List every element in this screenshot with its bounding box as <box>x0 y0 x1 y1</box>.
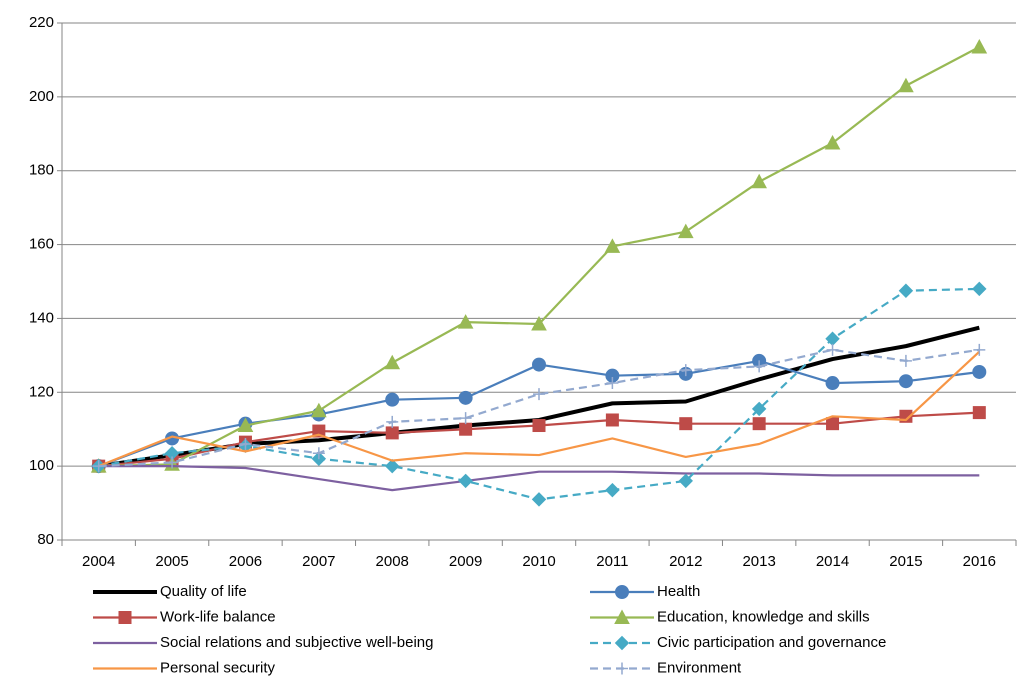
x-tick-label: 2013 <box>742 553 775 570</box>
legend-marker <box>118 611 132 624</box>
marker <box>92 460 105 473</box>
marker <box>752 417 766 431</box>
legend-label: Work-life balance <box>160 608 276 625</box>
series-line <box>98 350 981 468</box>
marker <box>458 473 473 489</box>
legend-label: Quality of life <box>160 583 247 600</box>
x-tick-label: 2012 <box>669 553 702 570</box>
x-tick-label: 2004 <box>82 553 115 570</box>
marker <box>459 412 472 425</box>
x-tick-label: 2009 <box>449 553 482 570</box>
marker <box>826 343 839 356</box>
marker <box>677 223 694 239</box>
legend-marker <box>616 662 628 675</box>
marker <box>972 406 986 420</box>
marker <box>459 422 473 436</box>
series-line <box>98 359 980 468</box>
series <box>98 350 981 468</box>
x-tick-label: 2006 <box>229 553 262 570</box>
marker <box>166 456 179 469</box>
series-line <box>98 46 980 468</box>
legend-marker <box>614 635 630 651</box>
marker <box>973 343 986 356</box>
marker <box>972 364 987 379</box>
marker <box>532 357 546 372</box>
marker <box>604 238 621 253</box>
legend-label: Social relations and subjective well-bei… <box>160 634 434 651</box>
marker <box>312 424 326 438</box>
series <box>90 38 988 473</box>
marker <box>751 401 767 417</box>
marker <box>972 281 987 297</box>
y-tick-label: 140 <box>29 309 54 326</box>
x-tick-label: 2014 <box>816 553 849 570</box>
legend-label: Education, knowledge and skills <box>657 608 870 625</box>
marker <box>532 419 546 433</box>
marker <box>898 374 913 389</box>
marker <box>679 364 692 377</box>
y-tick-label: 80 <box>37 531 54 548</box>
marker <box>899 354 912 367</box>
series-line <box>98 465 980 492</box>
marker <box>971 38 988 54</box>
marker <box>312 447 325 460</box>
marker <box>385 458 400 474</box>
marker <box>751 173 767 189</box>
y-tick-label: 100 <box>29 457 54 474</box>
marker <box>384 354 401 370</box>
legend-label: Health <box>657 583 700 600</box>
marker <box>458 390 473 405</box>
marker <box>239 437 252 450</box>
marker <box>385 392 400 407</box>
series <box>92 343 986 473</box>
marker <box>533 388 545 401</box>
x-tick-label: 2005 <box>155 553 188 570</box>
y-tick-label: 180 <box>29 162 54 179</box>
legend-marker <box>615 585 629 599</box>
marker <box>825 331 840 346</box>
x-tick-label: 2008 <box>376 553 409 570</box>
marker <box>531 315 547 331</box>
series <box>98 465 980 492</box>
marker <box>826 417 840 431</box>
marker <box>606 377 619 390</box>
legend-label: Personal security <box>160 659 276 676</box>
x-tick-label: 2015 <box>889 553 922 570</box>
x-tick-label: 2011 <box>596 553 628 570</box>
marker <box>457 314 474 329</box>
marker <box>678 473 693 489</box>
y-tick-label: 220 <box>29 14 54 31</box>
marker <box>386 415 399 428</box>
x-tick-label: 2016 <box>963 553 996 570</box>
legend-label: Environment <box>657 659 742 676</box>
legend-marker <box>614 609 630 624</box>
marker <box>825 376 840 391</box>
marker <box>753 360 766 373</box>
x-tick-label: 2007 <box>302 553 335 570</box>
marker <box>824 134 841 150</box>
y-tick-label: 120 <box>29 383 54 400</box>
marker <box>237 417 254 433</box>
legend-label: Civic participation and governance <box>657 634 886 651</box>
marker <box>385 426 399 440</box>
marker <box>898 283 914 298</box>
y-tick-label: 200 <box>29 88 54 105</box>
y-tick-label: 160 <box>29 236 54 253</box>
marker <box>679 417 693 431</box>
marker <box>531 492 547 507</box>
marker <box>898 77 914 93</box>
marker <box>311 402 327 418</box>
x-tick-label: 2010 <box>522 553 555 570</box>
marker <box>605 413 619 427</box>
marker <box>605 482 620 498</box>
